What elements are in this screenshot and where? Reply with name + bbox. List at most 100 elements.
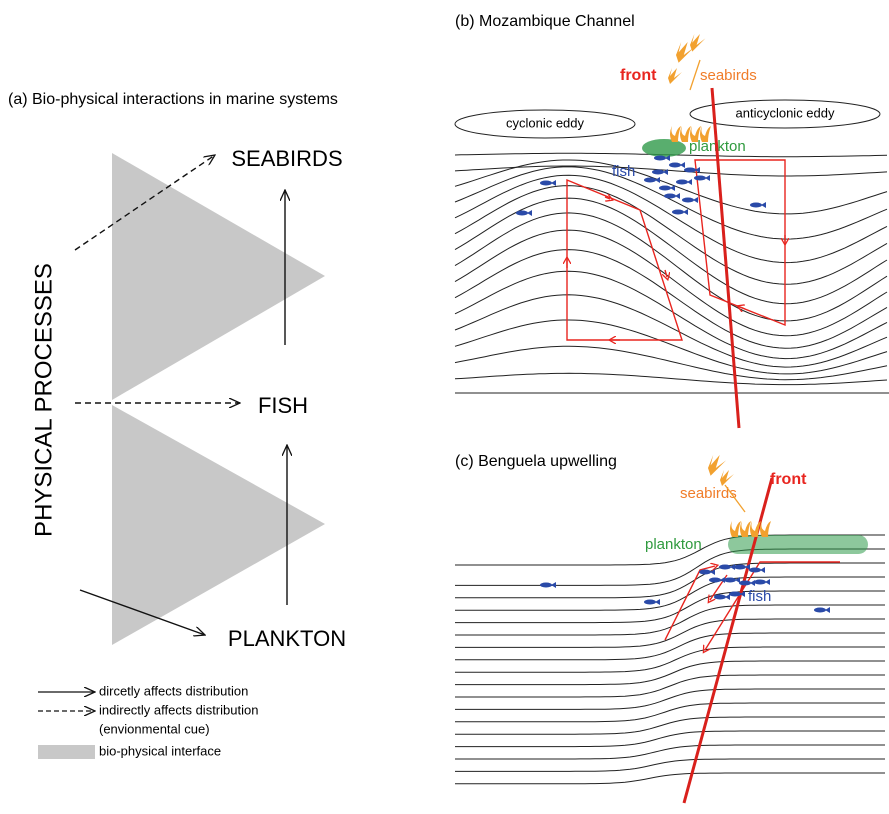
- fish-icon: [825, 607, 830, 613]
- streamline: [455, 633, 885, 660]
- streamline: [455, 717, 885, 734]
- fish-icon: [652, 170, 664, 175]
- bird-icon: [670, 126, 681, 142]
- fish-icon: [655, 599, 660, 605]
- legend-label: indirectly affects distribution: [99, 702, 258, 717]
- streamline: [455, 773, 885, 784]
- node-label: FISH: [258, 393, 308, 418]
- front-label: front: [770, 471, 807, 488]
- streamline: [455, 661, 885, 685]
- streamline: [455, 759, 885, 771]
- plankton-label: plankton: [645, 536, 702, 553]
- fish-icon: [750, 580, 755, 586]
- fish-icon: [719, 565, 731, 570]
- fish-icon: [699, 570, 711, 575]
- legend-label: dircetly affects distribution: [99, 683, 248, 698]
- streamline: [455, 167, 887, 239]
- legend-swatch: [38, 745, 95, 759]
- fish-icon: [714, 595, 726, 600]
- fish-icon: [672, 210, 684, 215]
- seabirds-label: seabirds: [680, 485, 737, 502]
- panel-title: (b) Mozambique Channel: [455, 13, 635, 30]
- fish-icon: [729, 592, 741, 597]
- bird-icon: [730, 521, 741, 537]
- bird-icon: [760, 521, 771, 537]
- fish-icon: [654, 156, 666, 161]
- fish-icon: [540, 583, 552, 588]
- fish-icon: [734, 565, 746, 570]
- streamline: [455, 675, 885, 697]
- streamline: [455, 731, 885, 747]
- fish-icon: [687, 179, 692, 185]
- node-label: PLANKTON: [228, 626, 346, 651]
- interface-triangle: [112, 405, 325, 645]
- fish-icon: [705, 175, 710, 181]
- fish-icon: [682, 198, 694, 203]
- node-label: SEABIRDS: [231, 146, 342, 171]
- fish-icon: [739, 581, 751, 586]
- streamline: [455, 166, 887, 176]
- fish-icon: [725, 594, 730, 600]
- fish-icon: [750, 203, 762, 208]
- panel-title: (a) Bio-physical interactions in marine …: [8, 91, 338, 108]
- bird-arrow: [690, 60, 700, 90]
- front-label: front: [620, 67, 657, 84]
- axis-label: PHYSICAL PROCESSES: [30, 263, 57, 537]
- panel-title: (c) Benguela upwelling: [455, 453, 617, 470]
- fish-icon: [516, 211, 528, 216]
- panel-b: (b) Mozambique Channel cyclonic eddy ant…: [455, 13, 889, 428]
- figure: (a) Bio-physical interactions in marine …: [0, 0, 889, 809]
- fish-icon: [709, 578, 721, 583]
- streamline: [455, 250, 887, 349]
- streamline: [455, 549, 885, 585]
- circulation: [705, 562, 840, 650]
- fish-icon: [664, 194, 676, 199]
- streamline: [455, 373, 887, 384]
- panel-c: (c) Benguela upwelling plankton fish fro…: [455, 453, 885, 803]
- fish-label: fish: [748, 588, 771, 605]
- fish-icon: [551, 180, 556, 186]
- fish-label: fish: [612, 163, 635, 180]
- fish-icon: [655, 177, 660, 183]
- fish-icon: [694, 176, 706, 181]
- fish-icon: [675, 193, 680, 199]
- fish-icon: [540, 181, 552, 186]
- seabirds-label: seabirds: [700, 67, 757, 84]
- bird-icon: [708, 455, 726, 476]
- circulation: [567, 180, 682, 340]
- bird-icon: [740, 521, 751, 537]
- panel-a: (a) Bio-physical interactions in marine …: [8, 91, 346, 759]
- streamline: [455, 689, 885, 709]
- fish-icon: [670, 185, 675, 191]
- fish-icon: [749, 568, 761, 573]
- fish-icon: [644, 600, 656, 605]
- fish-icon: [814, 608, 826, 613]
- streamline: [455, 160, 887, 214]
- fish-icon: [644, 178, 656, 183]
- eddy-label: cyclonic eddy: [506, 115, 585, 130]
- legend-label: (envionmental cue): [99, 721, 210, 736]
- bird-icon: [668, 68, 682, 84]
- fish-icon: [669, 163, 681, 168]
- fish-icon: [683, 209, 688, 215]
- fish-icon: [684, 168, 696, 173]
- streamline: [455, 271, 887, 358]
- fish-icon: [760, 567, 765, 573]
- fish-icon: [676, 180, 688, 185]
- fish-icon: [680, 162, 685, 168]
- flow-arrow: [740, 307, 745, 309]
- legend-label: bio-physical interface: [99, 743, 221, 758]
- flow-arrow: [665, 270, 667, 277]
- fish-icon: [761, 202, 766, 208]
- fish-icon: [527, 210, 532, 216]
- fish-icon: [754, 580, 766, 585]
- bird-icon: [690, 34, 705, 52]
- streamline: [455, 591, 885, 623]
- streamline: [455, 186, 887, 285]
- plankton-patch: [642, 139, 686, 157]
- eddy-label: anticyclonic eddy: [736, 105, 835, 120]
- fish-icon: [693, 197, 698, 203]
- circulation: [695, 160, 785, 325]
- bird-icon: [720, 470, 734, 486]
- plankton-patch: [728, 535, 868, 554]
